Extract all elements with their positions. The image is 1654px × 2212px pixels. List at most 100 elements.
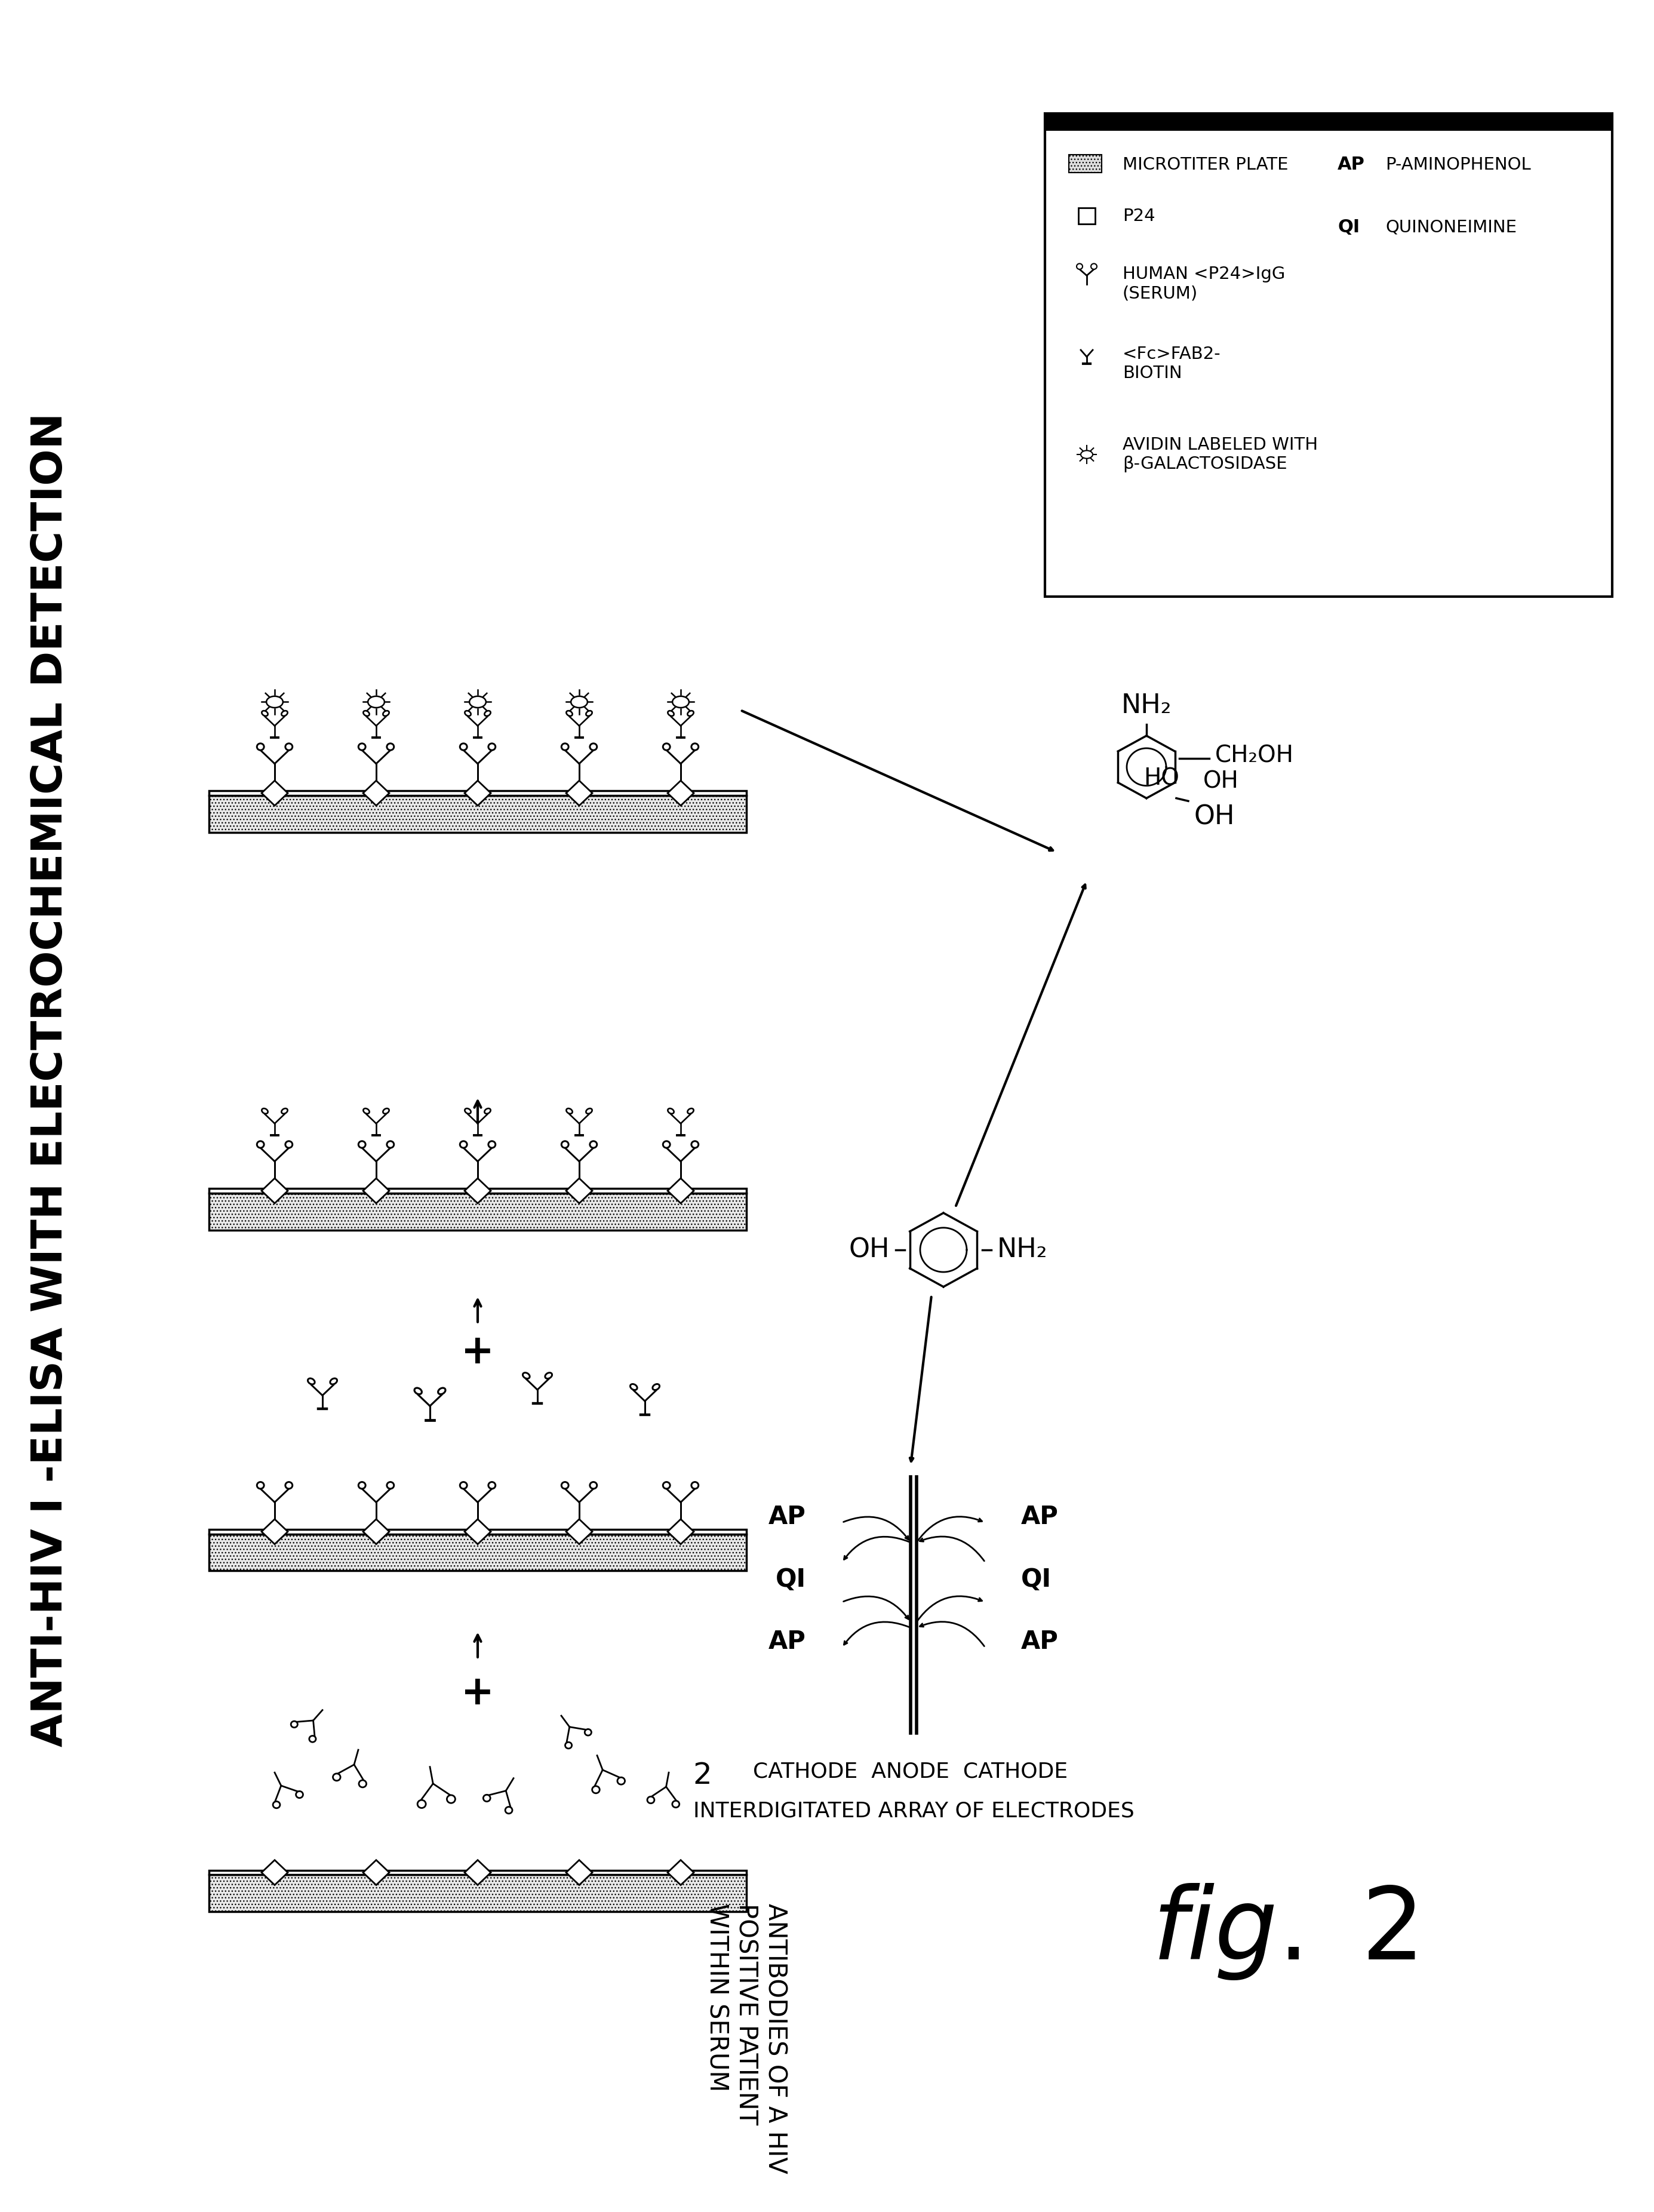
Polygon shape (261, 1860, 288, 1885)
Bar (208, 1533, 746, 1571)
Ellipse shape (438, 1387, 445, 1394)
Circle shape (359, 1781, 367, 1787)
Circle shape (387, 743, 394, 750)
Ellipse shape (281, 1108, 288, 1113)
Circle shape (663, 1141, 670, 1148)
Ellipse shape (364, 1108, 369, 1113)
Circle shape (256, 1482, 265, 1489)
Circle shape (309, 1736, 316, 1743)
Text: QUINONEIMINE: QUINONEIMINE (1386, 219, 1517, 237)
Ellipse shape (384, 1108, 389, 1113)
Circle shape (590, 1482, 597, 1489)
Polygon shape (566, 1860, 592, 1885)
Circle shape (504, 1807, 513, 1814)
Polygon shape (261, 1520, 288, 1544)
Text: OH: OH (849, 1237, 890, 1263)
Circle shape (561, 743, 569, 750)
Ellipse shape (586, 1108, 592, 1113)
Text: +: + (461, 1332, 495, 1371)
Text: AP: AP (769, 1504, 805, 1528)
Text: $\mathit{fig.\ 2}$: $\mathit{fig.\ 2}$ (1151, 1882, 1416, 1982)
Text: AP: AP (1338, 157, 1365, 173)
Text: MICROTITER PLATE: MICROTITER PLATE (1123, 157, 1288, 173)
Text: OH: OH (1194, 803, 1236, 830)
Bar (1078, 208, 1095, 223)
Circle shape (691, 1482, 698, 1489)
Polygon shape (362, 1860, 389, 1885)
Text: <Fc>FAB2-
BIOTIN: <Fc>FAB2- BIOTIN (1123, 345, 1221, 383)
Polygon shape (566, 1179, 592, 1203)
Circle shape (1077, 263, 1083, 270)
Ellipse shape (546, 1374, 552, 1378)
Ellipse shape (1080, 451, 1093, 458)
Circle shape (256, 1141, 265, 1148)
Polygon shape (465, 1179, 491, 1203)
Ellipse shape (281, 710, 288, 717)
Circle shape (286, 1482, 293, 1489)
Text: AP: AP (769, 1630, 805, 1655)
Polygon shape (668, 1520, 693, 1544)
Text: 2: 2 (693, 1761, 711, 1790)
Bar (1068, 155, 1102, 173)
Ellipse shape (364, 710, 369, 717)
Circle shape (483, 1794, 490, 1801)
Text: P24: P24 (1123, 208, 1154, 223)
Polygon shape (465, 781, 491, 805)
Circle shape (359, 743, 366, 750)
Circle shape (691, 1141, 698, 1148)
Ellipse shape (688, 710, 693, 717)
Ellipse shape (266, 697, 283, 708)
Circle shape (460, 1482, 466, 1489)
Text: HO: HO (1143, 768, 1179, 790)
Circle shape (663, 743, 670, 750)
Bar (1045, 113, 1613, 131)
Circle shape (488, 743, 496, 750)
Circle shape (663, 1482, 670, 1489)
Bar (208, 1188, 746, 1192)
Ellipse shape (465, 1108, 471, 1113)
Ellipse shape (367, 697, 384, 708)
Circle shape (617, 1776, 625, 1785)
Polygon shape (362, 781, 389, 805)
Bar (208, 796, 746, 832)
Circle shape (561, 1482, 569, 1489)
Circle shape (291, 1721, 298, 1728)
Ellipse shape (308, 1378, 314, 1385)
Ellipse shape (384, 710, 389, 717)
Ellipse shape (261, 710, 268, 717)
Circle shape (296, 1792, 303, 1798)
Bar (208, 1871, 746, 1876)
Text: QI: QI (1338, 219, 1360, 237)
Bar (208, 1192, 746, 1230)
Ellipse shape (688, 1108, 693, 1113)
Circle shape (590, 1141, 597, 1148)
Circle shape (387, 1482, 394, 1489)
Polygon shape (261, 781, 288, 805)
Ellipse shape (571, 697, 587, 708)
Circle shape (460, 743, 466, 750)
Ellipse shape (630, 1385, 637, 1389)
Bar (208, 792, 746, 796)
Text: OH: OH (1202, 770, 1239, 792)
Text: ANTIBODIES OF A HIV
POSITIVE PATIENT
WITHIN SERUM: ANTIBODIES OF A HIV POSITIVE PATIENT WIT… (705, 1902, 787, 2174)
Polygon shape (362, 1520, 389, 1544)
Ellipse shape (465, 710, 471, 717)
Polygon shape (465, 1520, 491, 1544)
Circle shape (691, 743, 698, 750)
Ellipse shape (470, 697, 486, 708)
Text: HUMAN <P24>IgG
(SERUM): HUMAN <P24>IgG (SERUM) (1123, 265, 1285, 303)
Text: INTERDIGITATED ARRAY OF ELECTRODES: INTERDIGITATED ARRAY OF ELECTRODES (693, 1801, 1135, 1820)
Bar (208, 1876, 746, 1911)
Ellipse shape (331, 1378, 337, 1385)
Circle shape (561, 1141, 569, 1148)
Polygon shape (261, 1179, 288, 1203)
Circle shape (460, 1141, 466, 1148)
Circle shape (488, 1141, 496, 1148)
Circle shape (447, 1796, 455, 1803)
Text: AP: AP (1021, 1504, 1059, 1528)
Text: P-AMINOPHENOL: P-AMINOPHENOL (1386, 157, 1532, 173)
Text: AP: AP (1021, 1630, 1059, 1655)
Circle shape (672, 1801, 680, 1807)
Ellipse shape (586, 710, 592, 717)
Circle shape (332, 1774, 341, 1781)
